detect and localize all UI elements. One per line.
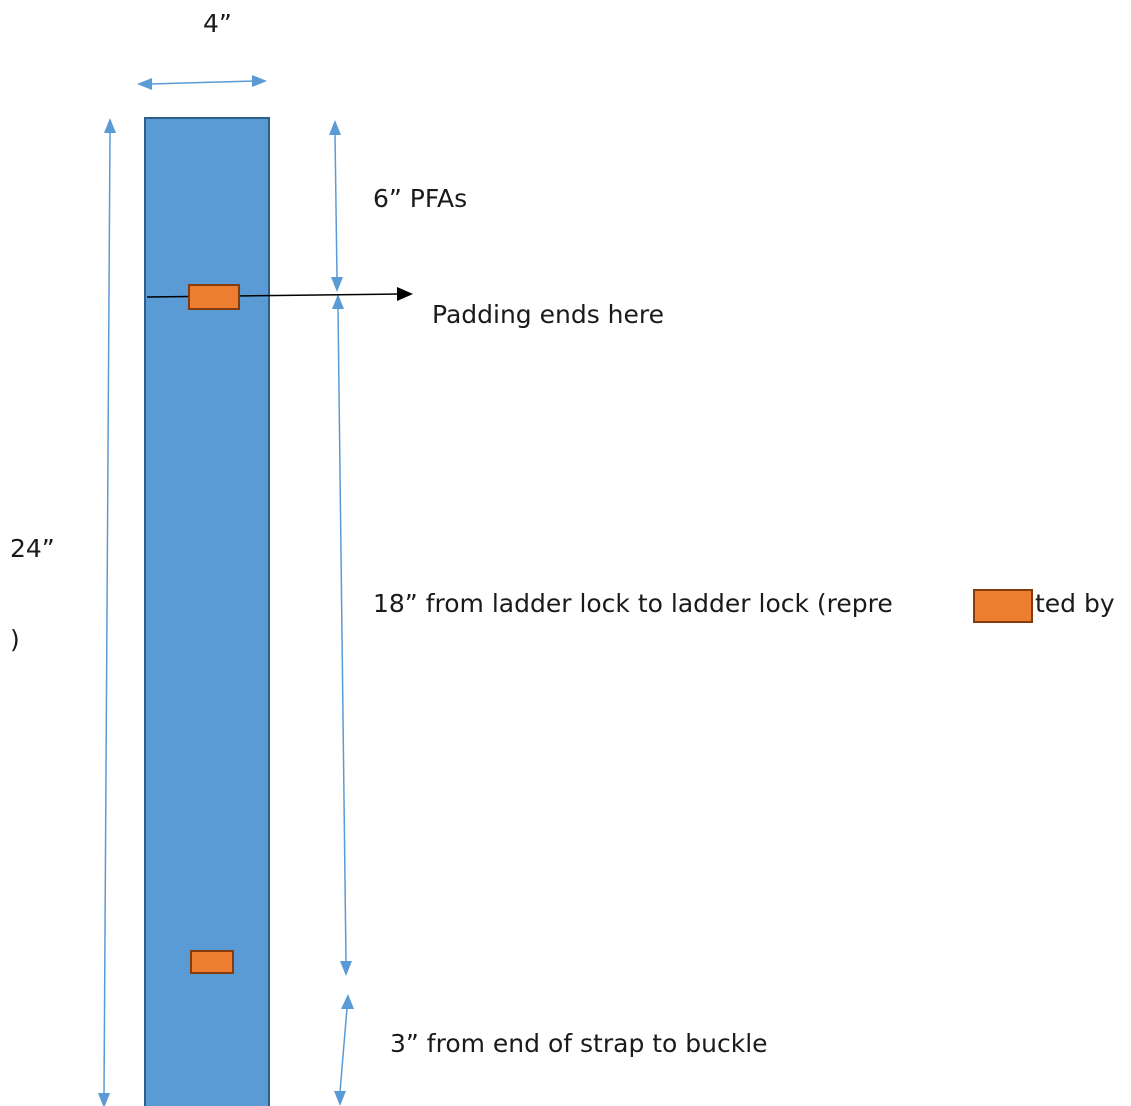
width-label: 4” [203, 9, 232, 38]
padding-note-label: Padding ends here [432, 300, 664, 329]
middle-section-label-part2: ted by [1035, 589, 1115, 618]
middle-section-dimension-arrow [332, 294, 352, 976]
ladder-lock-legend-swatch [973, 589, 1033, 623]
bottom-section-dimension-arrow [334, 994, 354, 1106]
total-length-paren: ) [10, 625, 20, 654]
width-dimension-arrow [137, 75, 267, 90]
total-length-label: 24” [10, 534, 55, 563]
ladder-lock-upper [188, 284, 240, 310]
top-section-dimension-arrow [329, 120, 343, 292]
strap [144, 117, 270, 1106]
top-section-label: 6” PFAs [373, 184, 467, 213]
bottom-section-label: 3” from end of strap to buckle [390, 1029, 768, 1058]
total-length-dimension-arrow [98, 118, 116, 1106]
ladder-lock-lower [190, 950, 234, 974]
middle-section-label-part1: 18” from ladder lock to ladder lock (rep… [373, 589, 893, 618]
